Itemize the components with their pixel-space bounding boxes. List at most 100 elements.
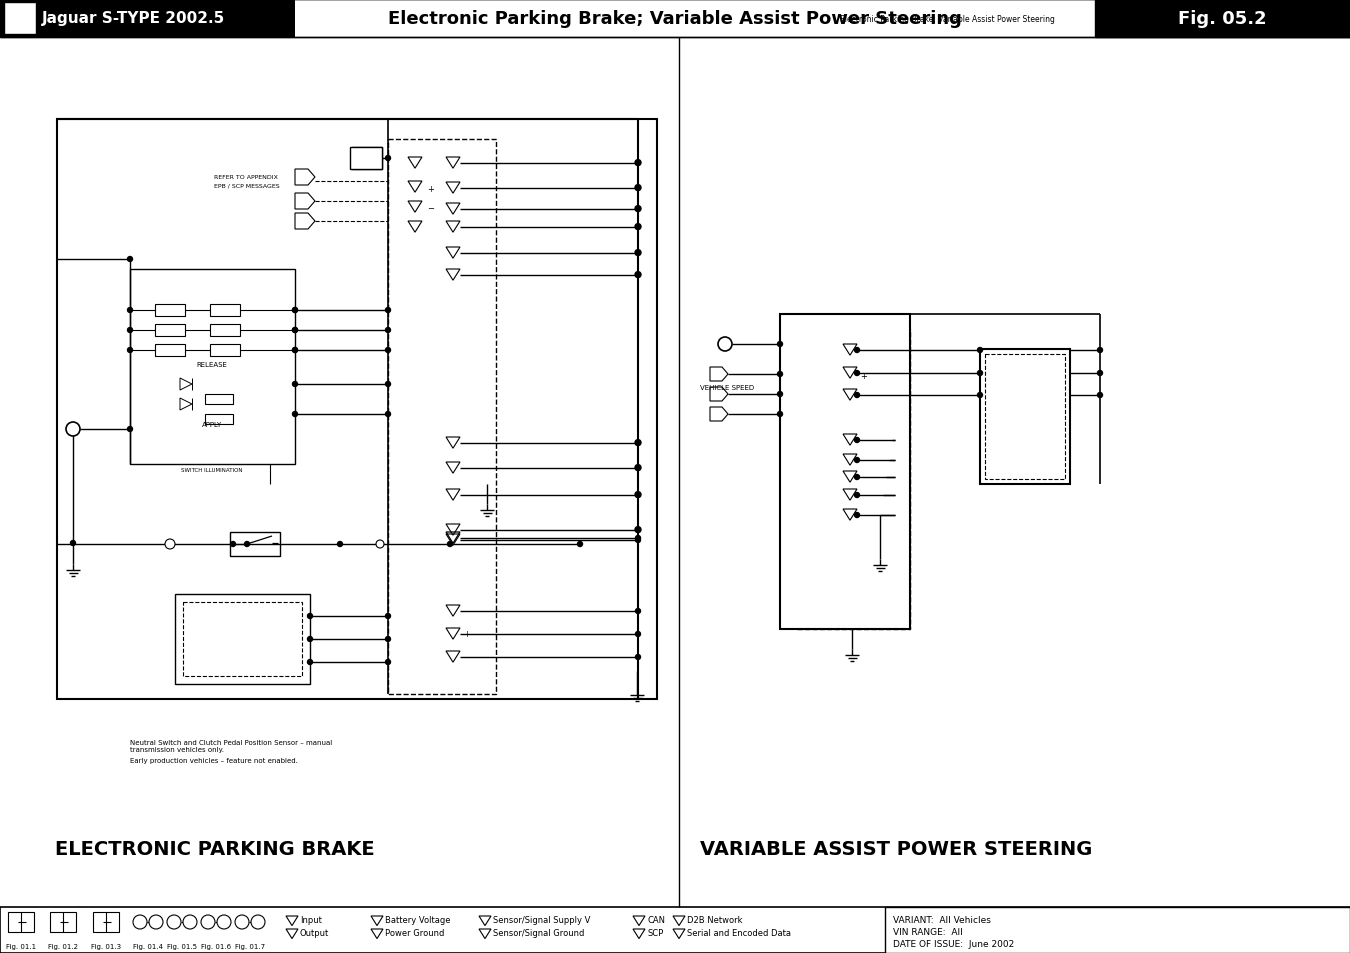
Circle shape — [634, 492, 641, 498]
Circle shape — [386, 156, 390, 161]
Circle shape — [231, 542, 235, 547]
Circle shape — [386, 348, 390, 354]
Text: Electronic Parking Brake; Variable Assist Power Steering: Electronic Parking Brake; Variable Assis… — [387, 10, 963, 28]
Circle shape — [634, 465, 641, 471]
Circle shape — [201, 915, 215, 929]
Circle shape — [636, 536, 640, 541]
Bar — [780, 314, 910, 629]
Circle shape — [165, 539, 176, 550]
Bar — [211, 325, 240, 336]
Circle shape — [634, 273, 641, 278]
Text: VEHICLE SPEED: VEHICLE SPEED — [701, 385, 755, 391]
Bar — [886, 907, 1350, 953]
Circle shape — [636, 655, 640, 659]
Circle shape — [386, 659, 390, 665]
Bar — [795, 330, 910, 629]
Text: −: − — [427, 204, 433, 213]
Text: REFER TO APPENDIX: REFER TO APPENDIX — [215, 174, 278, 180]
Bar — [57, 120, 657, 700]
Circle shape — [778, 392, 783, 397]
Circle shape — [293, 308, 297, 314]
Circle shape — [977, 371, 983, 376]
Circle shape — [634, 224, 641, 231]
Circle shape — [127, 257, 132, 262]
Circle shape — [855, 475, 860, 480]
Text: Power Ground: Power Ground — [385, 928, 444, 937]
Text: Fig. 01.7: Fig. 01.7 — [235, 943, 265, 949]
Text: Battery Voltage: Battery Voltage — [385, 915, 451, 924]
Circle shape — [634, 207, 641, 213]
Circle shape — [386, 412, 390, 417]
Text: Output: Output — [300, 928, 329, 937]
Circle shape — [977, 393, 983, 398]
Circle shape — [578, 542, 582, 547]
Bar — [352, 148, 382, 170]
Bar — [93, 912, 119, 932]
Text: D2B Network: D2B Network — [687, 915, 742, 924]
Circle shape — [778, 342, 783, 347]
Circle shape — [855, 513, 860, 518]
Text: CAN: CAN — [647, 915, 666, 924]
Text: VIN RANGE:  All: VIN RANGE: All — [892, 927, 963, 936]
Circle shape — [148, 915, 163, 929]
Bar — [211, 345, 240, 356]
Circle shape — [778, 372, 783, 377]
Text: Sensor/Signal Supply V: Sensor/Signal Supply V — [493, 915, 590, 924]
Bar — [1095, 0, 1350, 38]
Circle shape — [251, 915, 265, 929]
Text: EPB / SCP MESSAGES: EPB / SCP MESSAGES — [215, 183, 279, 188]
Circle shape — [634, 186, 641, 192]
Bar — [4, 3, 36, 35]
Bar — [0, 0, 296, 38]
Circle shape — [1098, 348, 1103, 354]
Bar — [50, 912, 76, 932]
Circle shape — [293, 328, 297, 334]
Circle shape — [718, 337, 732, 352]
Circle shape — [855, 438, 860, 443]
Text: Fig. 01.5: Fig. 01.5 — [167, 943, 197, 949]
Text: Fig. 01.3: Fig. 01.3 — [90, 943, 122, 949]
Circle shape — [308, 614, 312, 618]
Circle shape — [636, 632, 640, 637]
Circle shape — [293, 412, 297, 417]
Circle shape — [977, 348, 983, 354]
Circle shape — [855, 493, 860, 498]
Circle shape — [293, 382, 297, 387]
Text: VARIANT:  All Vehicles: VARIANT: All Vehicles — [892, 915, 991, 924]
Bar — [0, 907, 1350, 953]
Circle shape — [636, 537, 640, 543]
Circle shape — [386, 614, 390, 618]
Circle shape — [293, 308, 297, 314]
Text: Electronic Parking Brake; Variable Assist Power Steering: Electronic Parking Brake; Variable Assis… — [840, 14, 1054, 24]
Circle shape — [293, 348, 297, 354]
Bar — [350, 148, 382, 170]
Circle shape — [855, 393, 860, 398]
Bar — [205, 395, 234, 405]
Bar — [230, 533, 279, 557]
Circle shape — [66, 422, 80, 436]
Circle shape — [127, 348, 132, 354]
Circle shape — [855, 348, 860, 354]
Text: Jaguar S-TYPE 2002.5: Jaguar S-TYPE 2002.5 — [42, 11, 225, 27]
Text: Input: Input — [300, 915, 321, 924]
Text: +: + — [860, 372, 867, 381]
Circle shape — [293, 328, 297, 334]
Circle shape — [244, 542, 250, 547]
Text: APPLY: APPLY — [202, 421, 223, 428]
Text: Serial and Encoded Data: Serial and Encoded Data — [687, 928, 791, 937]
Text: Fig. 01.6: Fig. 01.6 — [201, 943, 231, 949]
Circle shape — [184, 915, 197, 929]
Circle shape — [855, 371, 860, 376]
Circle shape — [308, 659, 312, 665]
Text: +: + — [427, 184, 433, 193]
Circle shape — [167, 915, 181, 929]
Text: SWITCH ILLUMINATION: SWITCH ILLUMINATION — [181, 468, 243, 473]
Circle shape — [1098, 393, 1103, 398]
Circle shape — [634, 251, 641, 256]
Circle shape — [217, 915, 231, 929]
Text: Fig. 01.4: Fig. 01.4 — [134, 943, 163, 949]
Text: Fig. 01.1: Fig. 01.1 — [5, 943, 36, 949]
Circle shape — [778, 412, 783, 417]
Text: Fig. 05.2: Fig. 05.2 — [1177, 10, 1266, 28]
Text: DATE OF ISSUE:  June 2002: DATE OF ISSUE: June 2002 — [892, 939, 1014, 948]
